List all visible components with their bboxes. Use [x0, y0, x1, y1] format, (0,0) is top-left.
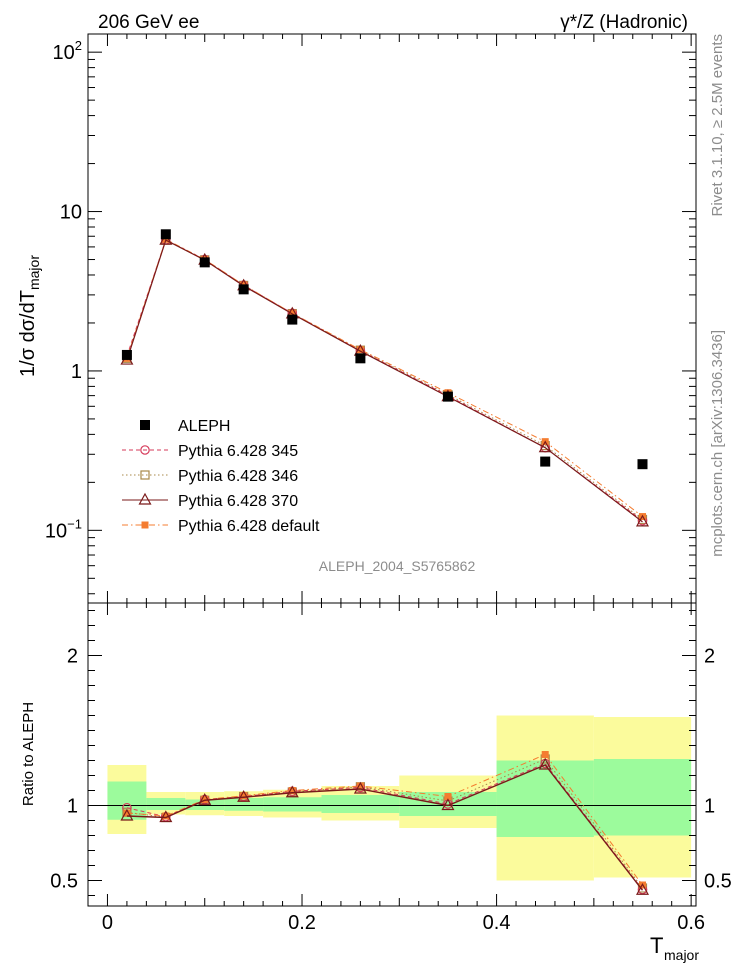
ratio-y-tick-label: 1: [67, 796, 78, 818]
ratio-series-marker: [240, 792, 248, 800]
ratio-x-tick-label: 0: [102, 912, 113, 934]
x-axis-title: T major: [650, 933, 699, 963]
legend-label: Pythia 6.428 345: [178, 443, 298, 460]
ratio-y-tick-label-right: 0.5: [704, 871, 732, 893]
ratio-series-marker: [353, 781, 367, 794]
ratio-series-line: [126, 753, 643, 886]
legend: ALEPH Pythia 6.428 345 Pythia 6.428 346 Pyt…: [122, 418, 320, 535]
ratio-series-line: [126, 764, 644, 891]
ratio-series-marker: [198, 793, 212, 805]
ratio-y-tick-label-right: 2: [704, 646, 715, 668]
aleph-data-point: [540, 456, 551, 467]
legend-marker: [140, 445, 150, 455]
legend-label: ALEPH: [178, 418, 230, 435]
main-y-axis-label: 1/σ dσ/dT: [17, 290, 39, 377]
legend-marker: [140, 470, 150, 480]
main-panel-axes: 10−1 1 10 102: [45, 34, 696, 603]
ratio-panel-frame: [87, 602, 697, 907]
aleph-data-point: [442, 391, 453, 402]
main-y-tick-label: 10−1: [45, 516, 82, 542]
ratio-series-marker: [123, 809, 131, 817]
main-series-marker: [356, 346, 364, 354]
ratio-series-marker: [538, 757, 552, 770]
aleph-data-point: [121, 349, 132, 360]
svg-text:1/σ dσ/dTmajor: 1/σ dσ/dTmajor: [17, 255, 42, 377]
aleph-data-point: [287, 314, 298, 325]
ratio-y-tick-label-right: 1: [704, 796, 715, 818]
ratio-series-marker: [444, 793, 452, 800]
aleph-data-point: [355, 353, 366, 364]
ratio-panel-axes: 0 0.2 0.4 0.6 0.5 0.5 1 1 2 2: [50, 603, 732, 934]
legend-label: Pythia 6.428 default: [178, 518, 320, 535]
ratio-x-tick-label: 0.6: [677, 912, 705, 934]
header-energy-label: 206 GeV ee: [98, 12, 199, 33]
main-series-marker: [538, 440, 552, 453]
mcplots-label: mcplots.cern.ch [arXiv:1306.3436]: [709, 330, 726, 557]
main-panel-series: [120, 229, 650, 527]
ratio-band-stat: [146, 798, 186, 810]
ratio-band-stat: [496, 760, 594, 837]
ratio-series-marker: [120, 808, 134, 821]
main-y-tick-label: 102: [53, 38, 82, 64]
main-y-axis-title: 1/σ dσ/dTmajor: [17, 255, 42, 377]
legend-label: Pythia 6.428 346: [178, 468, 298, 485]
ratio-series-marker: [201, 796, 209, 803]
legend-label: Pythia 6.428 370: [178, 493, 298, 510]
analysis-label: ALEPH_2004_S5765862: [319, 558, 476, 574]
ratio-band-stat: [224, 798, 264, 811]
main-y-tick-label: 10: [60, 202, 82, 224]
main-series-marker: [635, 514, 650, 527]
legend-marker: [140, 420, 150, 430]
ratio-series-marker: [635, 883, 650, 895]
aleph-data-point: [199, 257, 210, 268]
ratio-x-tick-label: 0.4: [483, 912, 511, 934]
ratio-band-stat: [263, 797, 322, 812]
ratio-series-marker: [285, 785, 299, 798]
x-axis-label: T: [650, 933, 663, 958]
ratio-series-marker: [288, 787, 296, 794]
ratio-panel-background: [88, 715, 696, 881]
ratio-series-marker: [541, 751, 549, 758]
main-y-tick-label: 1: [71, 361, 82, 383]
ratio-series-marker: [356, 782, 364, 790]
ratio-series-marker: [162, 812, 170, 820]
ratio-series-marker: [159, 810, 173, 823]
ratio-x-tick-label: 0.2: [288, 912, 316, 934]
ratio-band-stat: [321, 795, 400, 813]
rivet-version-label: Rivet 3.1.10, ≥ 2.5M events: [709, 34, 726, 217]
legend-marker: [141, 521, 149, 529]
main-series-line: [126, 239, 643, 523]
ratio-band-stat: [593, 759, 692, 836]
ratio-y-tick-label: 2: [67, 646, 78, 668]
aleph-data-point: [160, 229, 171, 240]
main-y-axis-subscript: major: [26, 255, 42, 290]
ratio-series-marker: [441, 798, 455, 811]
x-axis-subscript: major: [664, 947, 699, 963]
ratio-y-tick-label: 0.5: [50, 871, 78, 893]
header-process-label: γ*/Z (Hadronic): [560, 12, 688, 33]
aleph-data-point: [637, 459, 648, 470]
legend-marker: [138, 492, 152, 505]
ratio-y-axis-label: Ratio to ALEPH: [20, 702, 37, 806]
ratio-panel-series: [120, 751, 650, 895]
aleph-data-point: [238, 284, 249, 295]
ratio-series-marker: [237, 790, 251, 802]
